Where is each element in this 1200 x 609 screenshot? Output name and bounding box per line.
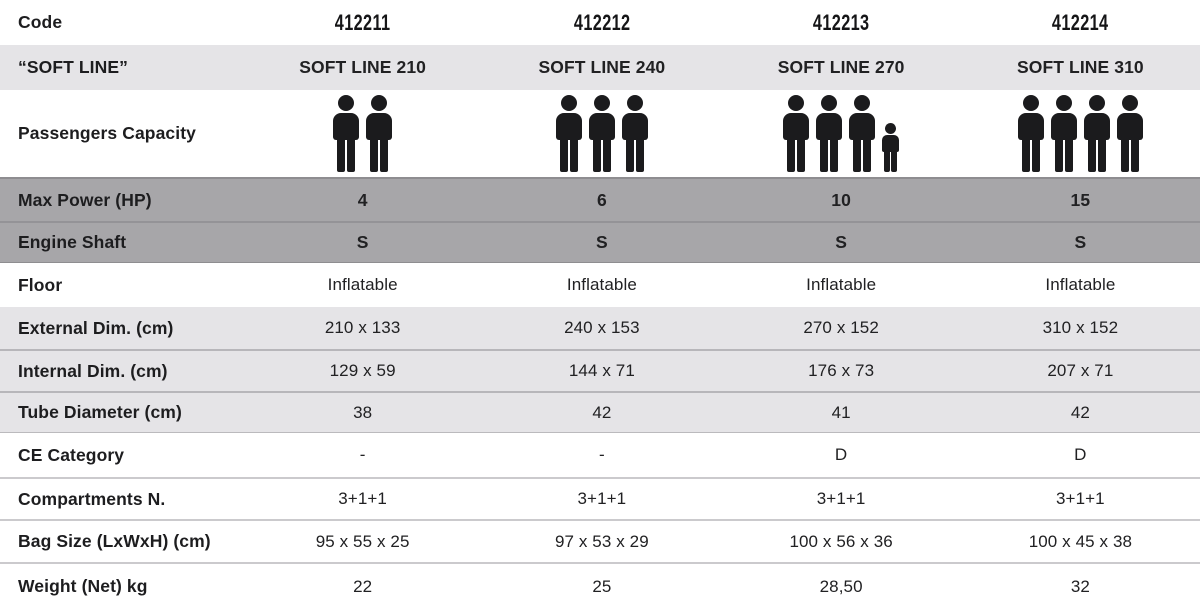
person-icon <box>1050 95 1077 172</box>
row-max-power: Max Power (HP) 4 6 10 15 <box>0 177 1200 221</box>
external-dim-value: 210 x 133 <box>324 318 401 337</box>
row-external-dim-label: External Dim. (cm) <box>18 317 174 338</box>
row-weight-label: Weight (Net) kg <box>18 576 148 596</box>
code-value-cell: 412213 <box>722 0 961 45</box>
max-power-value: 15 <box>1070 189 1091 210</box>
row-softline-label: “SOFT LINE” <box>18 57 128 77</box>
engine-shaft-value: S <box>595 232 608 252</box>
row-bag-size: Bag Size (LxWxH) (cm) 95 x 55 x 25 97 x … <box>0 519 1200 562</box>
ce-category-value: - <box>359 445 366 464</box>
bag-size-value: 100 x 56 x 36 <box>789 531 893 551</box>
row-floor: Floor Inflatable Inflatable Inflatable I… <box>0 263 1200 307</box>
row-ce-category-label: CE Category <box>18 444 125 465</box>
code-value-cell: 412211 <box>243 0 482 45</box>
person-icon <box>816 95 843 172</box>
weight-value: 28,50 <box>819 576 863 596</box>
tube-diameter-value: 41 <box>831 402 851 422</box>
engine-shaft-value: S <box>835 232 848 252</box>
softline-value: SOFT LINE 240 <box>538 57 666 77</box>
code-value: 412212 <box>573 9 631 35</box>
floor-value: Inflatable <box>1045 275 1116 294</box>
floor-value: Inflatable <box>566 275 637 294</box>
external-dim-value: 240 x 153 <box>564 318 640 337</box>
person-icon <box>1083 95 1110 172</box>
compartments-value: 3+1+1 <box>338 489 387 508</box>
max-power-value: 6 <box>596 189 607 210</box>
internal-dim-value: 129 x 59 <box>329 361 396 380</box>
internal-dim-value: 207 x 71 <box>1047 361 1114 380</box>
child-person-icon <box>882 123 900 172</box>
internal-dim-value: 176 x 73 <box>808 361 875 380</box>
row-max-power-label: Max Power (HP) <box>18 189 152 210</box>
person-icon <box>1116 95 1143 172</box>
row-tube-diameter: Tube Diameter (cm) 38 42 41 42 <box>0 391 1200 433</box>
bag-size-value: 95 x 55 x 25 <box>315 531 410 551</box>
internal-dim-value: 144 x 71 <box>568 361 635 380</box>
person-icon <box>1017 95 1044 172</box>
bag-size-value: 100 x 45 x 38 <box>1028 531 1133 551</box>
row-softline: “SOFT LINE” SOFT LINE 210 SOFT LINE 240 … <box>0 45 1200 90</box>
tube-diameter-value: 38 <box>353 402 373 422</box>
compartments-value: 3+1+1 <box>1056 489 1105 508</box>
passenger-icons-group <box>243 90 482 177</box>
passenger-icons-group <box>722 90 961 177</box>
code-value: 412211 <box>334 9 391 35</box>
ce-category-value: D <box>834 445 848 464</box>
row-compartments-label: Compartments N. <box>18 488 166 509</box>
row-engine-shaft-label: Engine Shaft <box>18 232 127 252</box>
row-external-dim: External Dim. (cm) 210 x 133 240 x 153 2… <box>0 307 1200 349</box>
external-dim-value: 270 x 152 <box>803 318 879 337</box>
person-icon <box>366 95 393 172</box>
external-dim-value: 310 x 152 <box>1042 318 1119 337</box>
code-value-cell: 412212 <box>482 0 721 45</box>
bag-size-value: 97 x 53 x 29 <box>554 531 649 551</box>
engine-shaft-value: S <box>1074 232 1087 252</box>
row-compartments: Compartments N. 3+1+1 3+1+1 3+1+1 3+1+1 <box>0 477 1200 519</box>
person-icon <box>621 95 648 172</box>
row-bag-size-label: Bag Size (LxWxH) (cm) <box>18 531 211 551</box>
row-engine-shaft: Engine Shaft S S S S <box>0 221 1200 263</box>
ce-category-value: D <box>1074 445 1087 464</box>
weight-value: 22 <box>353 576 373 596</box>
floor-value: Inflatable <box>327 275 398 294</box>
person-icon <box>849 95 876 172</box>
compartments-value: 3+1+1 <box>816 489 866 508</box>
person-icon <box>783 95 810 172</box>
row-internal-dim-label: Internal Dim. (cm) <box>18 360 168 381</box>
engine-shaft-value: S <box>356 232 369 252</box>
person-icon <box>333 95 360 172</box>
compartments-value: 3+1+1 <box>577 489 627 508</box>
row-ce-category: CE Category - - D D <box>0 433 1200 477</box>
row-internal-dim: Internal Dim. (cm) 129 x 59 144 x 71 176… <box>0 349 1200 391</box>
row-floor-label: Floor <box>18 274 63 295</box>
softline-value: SOFT LINE 270 <box>777 57 905 77</box>
softline-value: SOFT LINE 210 <box>299 57 426 77</box>
code-value: 412214 <box>1052 9 1109 35</box>
max-power-value: 10 <box>831 189 851 210</box>
row-code: Code 412211 412212 412213 412214 <box>0 0 1200 45</box>
row-passengers: Passengers Capacity <box>0 90 1200 177</box>
person-icon <box>588 95 615 172</box>
row-tube-diameter-label: Tube Diameter (cm) <box>18 402 182 422</box>
passenger-icons-group <box>482 90 721 177</box>
weight-value: 25 <box>592 576 612 596</box>
person-icon <box>555 95 582 172</box>
weight-value: 32 <box>1070 576 1090 596</box>
max-power-value: 4 <box>357 189 368 210</box>
row-weight: Weight (Net) kg 22 25 28,50 32 <box>0 562 1200 609</box>
ce-category-value: - <box>598 445 605 464</box>
softline-value: SOFT LINE 310 <box>1017 57 1144 77</box>
tube-diameter-value: 42 <box>592 402 612 422</box>
tube-diameter-value: 42 <box>1070 402 1090 422</box>
code-value: 412213 <box>812 9 870 35</box>
floor-value: Inflatable <box>806 275 877 294</box>
passenger-icons-group <box>961 90 1200 177</box>
row-passengers-label: Passengers Capacity <box>18 123 196 143</box>
row-code-label: Code <box>18 12 63 32</box>
code-value-cell: 412214 <box>961 0 1200 45</box>
